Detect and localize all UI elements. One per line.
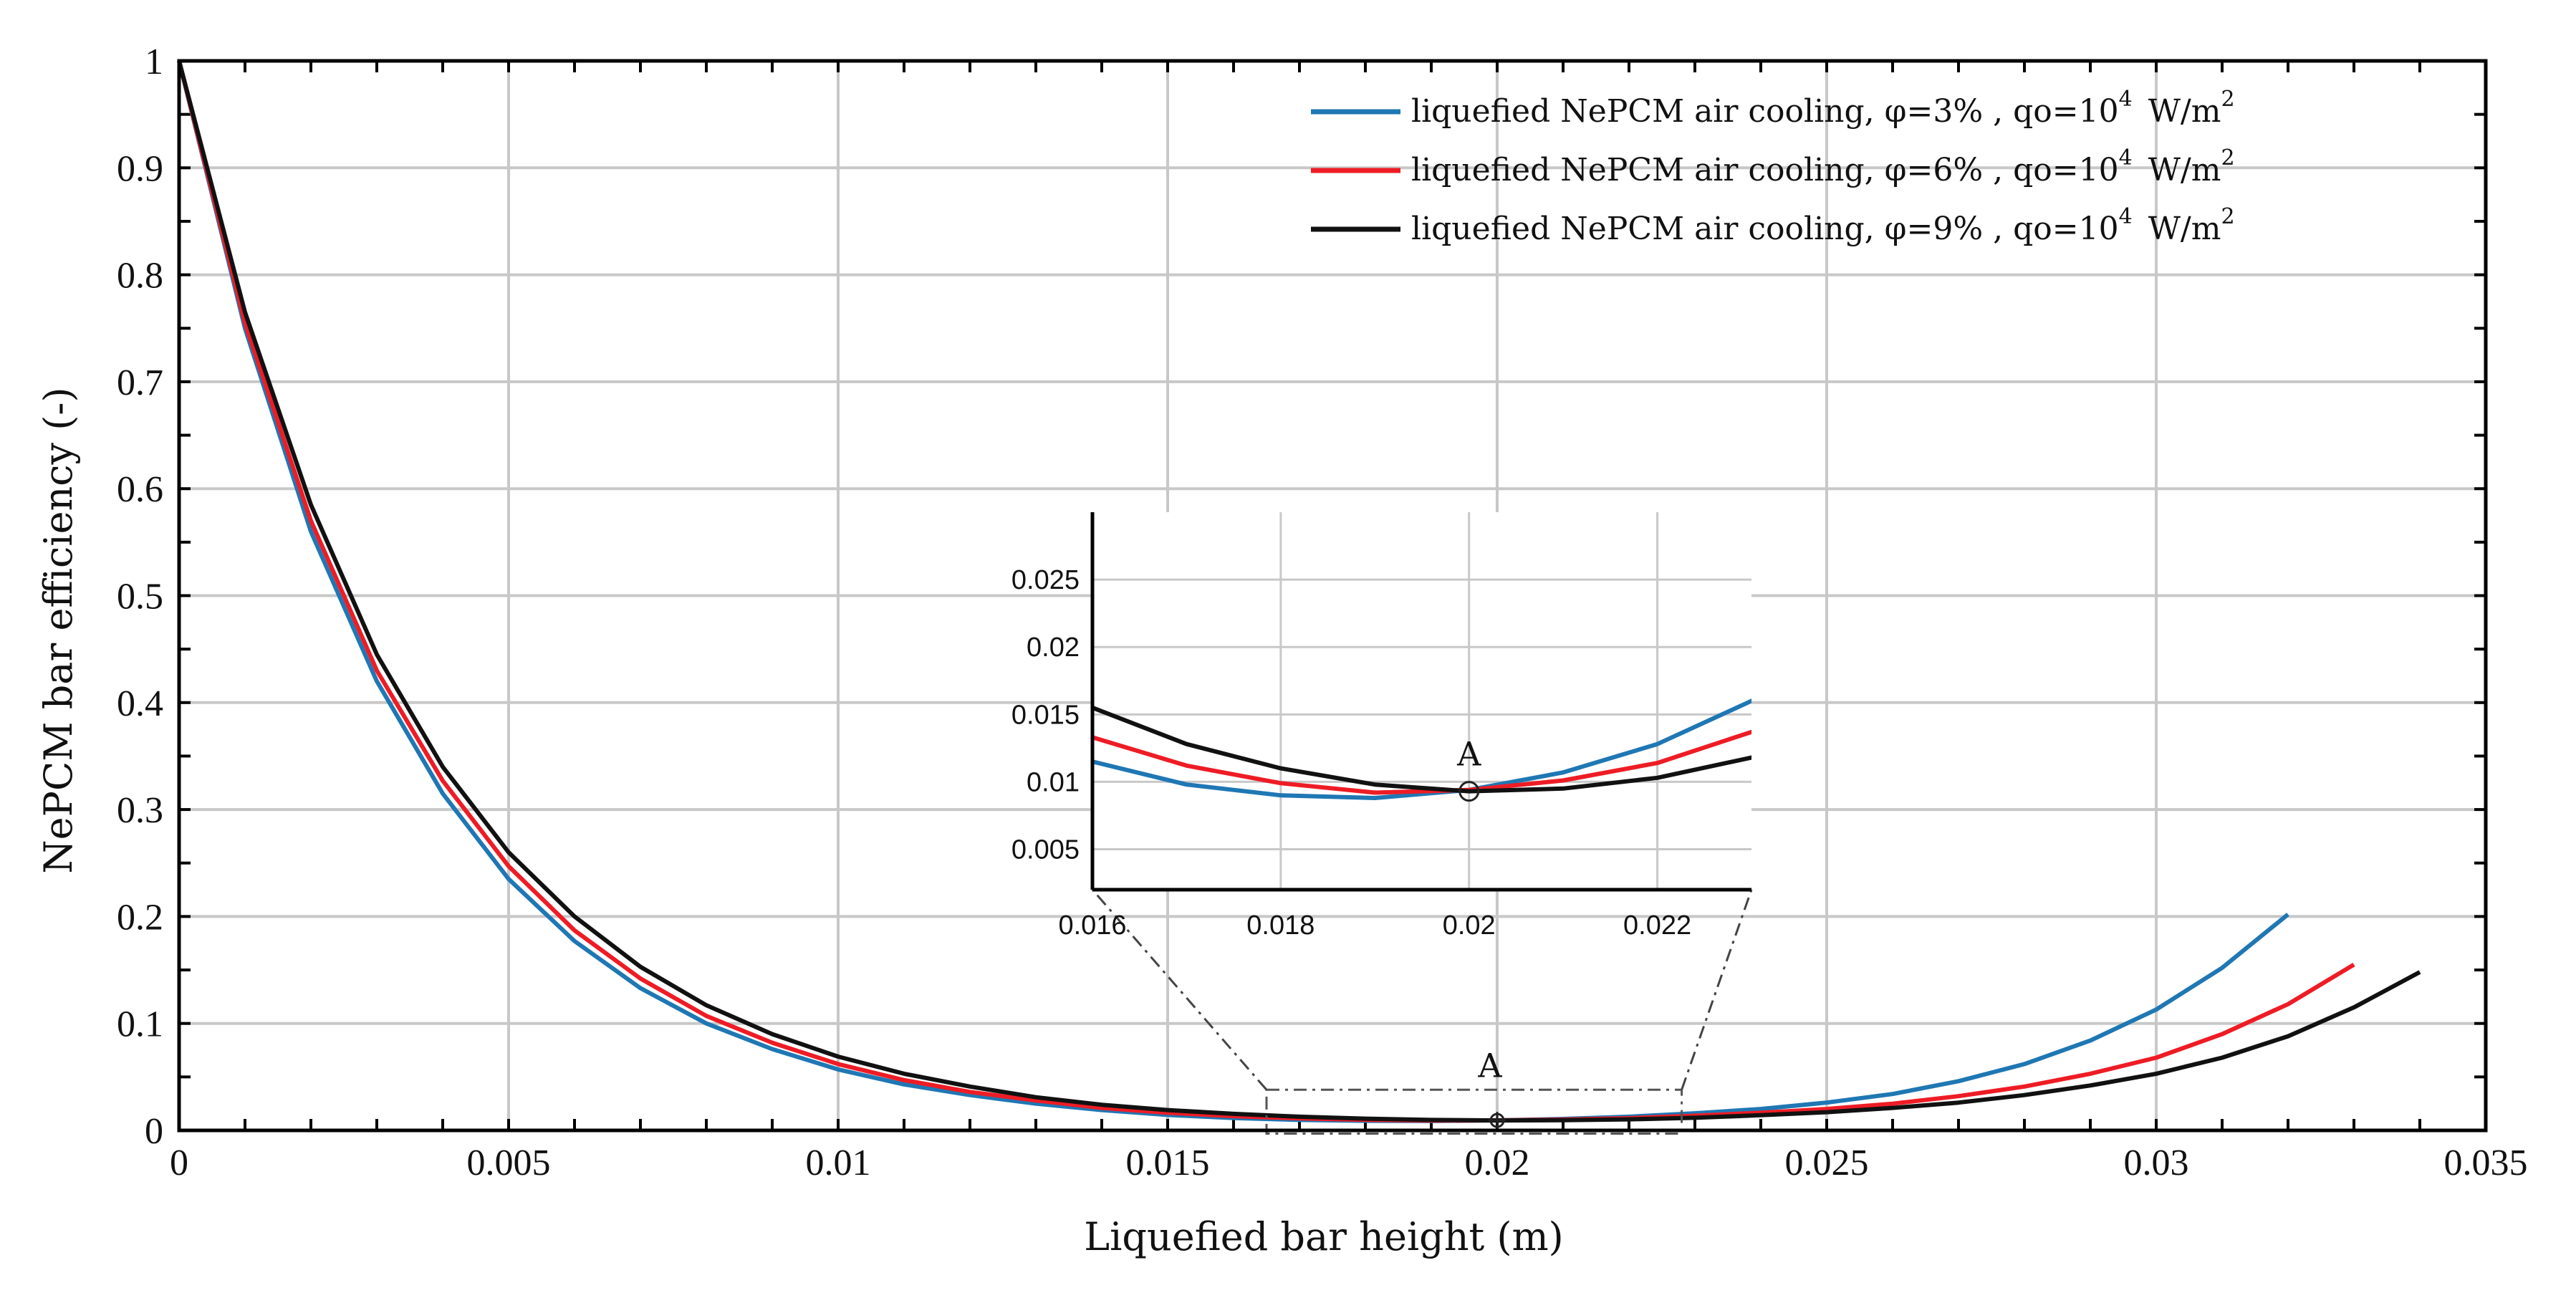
zoom-callout: A: [1091, 889, 1753, 1135]
inset-x-tick-label: 0.016: [1058, 910, 1126, 941]
main-annotation-a: A: [1477, 1046, 1502, 1085]
x-axis-title: Liquefied bar height (m): [1084, 1214, 1563, 1259]
y-tick-label: 0.1: [117, 1004, 163, 1045]
y-tick-label: 0.5: [117, 577, 163, 617]
legend-label-2: liquefied NePCM air cooling, φ=6% , qo=1…: [1411, 145, 2235, 188]
inset-x-tick-label: 0.018: [1246, 910, 1315, 941]
legend: liquefied NePCM air cooling, φ=3% , qo=1…: [1311, 87, 2235, 247]
x-tick-label: 0.025: [1785, 1143, 1869, 1183]
y-tick-label: 0.2: [117, 897, 163, 938]
inset-background: [1092, 512, 1751, 890]
y-tick-label: 0.3: [117, 790, 163, 831]
inset-annotation-a: A: [1456, 735, 1481, 774]
inset-y-tick-label: 0.01: [1027, 767, 1080, 797]
inset-y-tick-label: 0.005: [1011, 835, 1080, 865]
x-tick-label: 0.01: [806, 1143, 871, 1183]
y-tick-label: 0.8: [117, 256, 163, 297]
inset-x-tick-label: 0.022: [1623, 910, 1691, 941]
series-line-3: [177, 60, 2421, 1123]
y-tick-label: 0.4: [117, 683, 163, 724]
y-tick-label: 0.6: [117, 469, 163, 510]
inset-x-tick-label: 0.02: [1443, 910, 1496, 941]
inset-y-tick-label: 0.025: [1011, 565, 1080, 595]
y-tick-label: 0.7: [117, 362, 163, 403]
inset-series-line-1: [1092, 698, 1751, 800]
y-tick-label: 0.9: [117, 148, 163, 189]
inset-y-tick-label: 0.015: [1011, 700, 1080, 730]
legend-label-3: liquefied NePCM air cooling, φ=9% , qo=1…: [1411, 204, 2235, 247]
inset-y-tick-label: 0.02: [1027, 633, 1080, 663]
y-axis-title: NePCM bar efficiency (-): [36, 387, 81, 873]
zoom-box: [1265, 1088, 1683, 1135]
zoom-connector-left: [1091, 889, 1268, 1091]
zoom-connector-right: [1681, 889, 1753, 1090]
x-tick-label: 0.015: [1126, 1143, 1210, 1183]
x-tick-label: 0.005: [467, 1143, 551, 1183]
inset-point-marker: [1458, 781, 1480, 802]
y-tick-label: 0: [145, 1111, 163, 1152]
x-tick-label: 0.035: [2444, 1143, 2528, 1183]
x-tick-label: 0.02: [1465, 1143, 1530, 1183]
inset-series-line-3: [1092, 705, 1751, 794]
inset-chart: 0.016 0.018 0.02 0.022 0.005 0.01 0.015 0.02 0.0…: [1011, 512, 1751, 941]
plot-frame: [177, 59, 2488, 1133]
x-tick-label: 0: [170, 1143, 188, 1183]
y-tick-label: 1: [145, 42, 163, 82]
main-ticks: 0 0.005 0.01 0.015 0.02 0.025 0.03 0.035 0 0.1 0.2…: [117, 42, 2528, 1183]
x-tick-label: 0.03: [2124, 1143, 2189, 1183]
legend-label-1: liquefied NePCM air cooling, φ=3% , qo=1…: [1411, 87, 2235, 130]
inset-series-line-2: [1092, 729, 1751, 795]
